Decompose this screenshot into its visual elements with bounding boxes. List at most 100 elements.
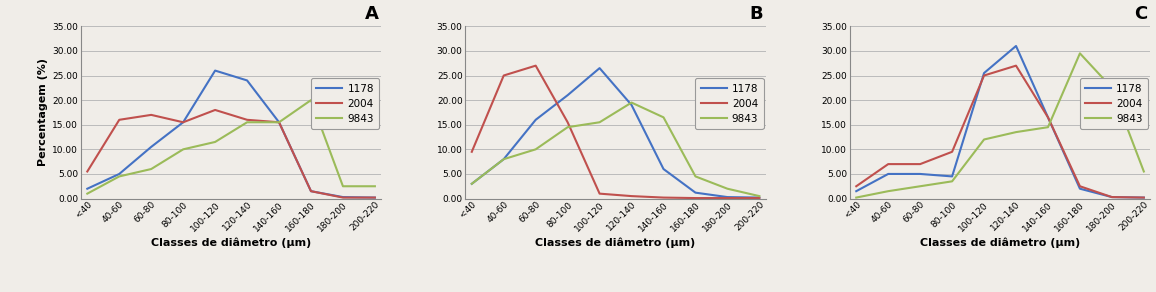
9843 [81, 192, 95, 195]
1178 [336, 195, 350, 199]
1178 [240, 79, 254, 82]
2004 [336, 196, 350, 199]
Text: C: C [1134, 5, 1147, 23]
Legend: 1178, 2004, 9843: 1178, 2004, 9843 [696, 78, 764, 129]
2004 [720, 196, 734, 200]
Line: 1178: 1178 [472, 68, 759, 198]
9843 [1073, 52, 1087, 55]
1178 [1042, 116, 1055, 119]
2004 [112, 118, 126, 121]
9843 [1042, 126, 1055, 129]
9843 [720, 187, 734, 190]
9843 [561, 126, 575, 129]
Line: 2004: 2004 [88, 110, 375, 198]
Y-axis label: Percentagem (%): Percentagem (%) [38, 58, 49, 166]
1178 [272, 121, 286, 124]
9843 [624, 101, 638, 104]
1178 [1073, 187, 1087, 190]
9843 [1009, 130, 1023, 134]
9843 [208, 140, 222, 144]
Line: 9843: 9843 [88, 100, 375, 194]
2004 [272, 121, 286, 124]
2004 [561, 121, 575, 124]
9843 [497, 157, 511, 161]
9843 [176, 147, 190, 151]
2004 [593, 192, 607, 195]
1178 [368, 196, 381, 199]
1178 [1105, 195, 1119, 199]
1178 [144, 145, 158, 149]
2004 [1136, 196, 1150, 199]
9843 [304, 98, 318, 102]
1178 [1136, 196, 1150, 199]
9843 [977, 138, 991, 141]
2004 [1073, 185, 1087, 188]
2004 [81, 170, 95, 173]
2004 [1105, 195, 1119, 199]
1178 [81, 187, 95, 190]
2004 [624, 194, 638, 198]
2004 [1009, 64, 1023, 67]
1178 [561, 93, 575, 97]
Line: 1178: 1178 [857, 46, 1143, 198]
2004 [753, 196, 766, 200]
2004 [144, 113, 158, 117]
2004 [657, 196, 670, 199]
1178 [946, 175, 959, 178]
9843 [689, 175, 703, 178]
X-axis label: Classes de diâmetro (μm): Classes de diâmetro (μm) [920, 237, 1080, 248]
2004 [208, 108, 222, 112]
9843 [528, 147, 542, 151]
9843 [753, 194, 766, 198]
1178 [112, 172, 126, 176]
Legend: 1178, 2004, 9843: 1178, 2004, 9843 [311, 78, 379, 129]
Text: B: B [749, 5, 763, 23]
Line: 1178: 1178 [88, 71, 375, 198]
2004 [176, 121, 190, 124]
2004 [689, 196, 703, 200]
1178 [881, 172, 895, 176]
1178 [689, 191, 703, 194]
1178 [657, 167, 670, 171]
1178 [465, 182, 479, 185]
9843 [272, 121, 286, 124]
2004 [977, 74, 991, 77]
9843 [850, 196, 864, 199]
2004 [240, 118, 254, 121]
1178 [208, 69, 222, 72]
2004 [368, 196, 381, 199]
2004 [304, 190, 318, 193]
1178 [304, 190, 318, 193]
1178 [528, 118, 542, 121]
1178 [720, 195, 734, 199]
X-axis label: Classes de diâmetro (μm): Classes de diâmetro (μm) [535, 237, 696, 248]
Line: 9843: 9843 [472, 102, 759, 196]
2004 [913, 162, 927, 166]
9843 [881, 190, 895, 193]
Line: 2004: 2004 [857, 66, 1143, 198]
2004 [497, 74, 511, 77]
9843 [913, 185, 927, 188]
9843 [336, 185, 350, 188]
X-axis label: Classes de diâmetro (μm): Classes de diâmetro (μm) [151, 237, 311, 248]
2004 [465, 150, 479, 154]
Legend: 1178, 2004, 9843: 1178, 2004, 9843 [1080, 78, 1148, 129]
9843 [657, 116, 670, 119]
1178 [977, 71, 991, 75]
1178 [176, 121, 190, 124]
2004 [1042, 116, 1055, 119]
1178 [497, 157, 511, 161]
2004 [881, 162, 895, 166]
1178 [1009, 44, 1023, 48]
1178 [624, 103, 638, 107]
1178 [753, 196, 766, 199]
9843 [112, 175, 126, 178]
9843 [144, 167, 158, 171]
Text: A: A [364, 5, 378, 23]
Line: 2004: 2004 [472, 66, 759, 198]
Line: 9843: 9843 [857, 53, 1143, 198]
2004 [850, 185, 864, 188]
9843 [1105, 86, 1119, 90]
1178 [913, 172, 927, 176]
9843 [946, 180, 959, 183]
